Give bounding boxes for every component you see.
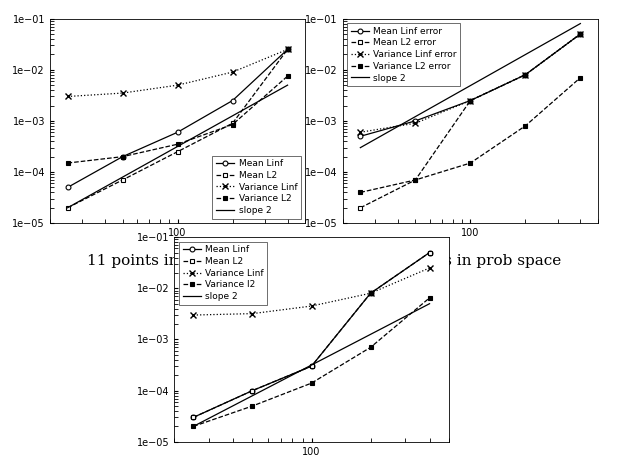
- Variance L2 error: [521, 123, 529, 129]
- Variance l2: [308, 380, 315, 386]
- Mean L2 error: [412, 177, 419, 183]
- Mean L2: [367, 291, 374, 296]
- Mean Linf: [308, 364, 315, 369]
- Legend: Mean Linf, Mean L2, Variance Linf, Variance l2, slope 2: Mean Linf, Mean L2, Variance Linf, Varia…: [179, 242, 267, 305]
- Mean L2 error: [521, 72, 529, 78]
- Text: 11 points in prob space: 11 points in prob space: [87, 254, 268, 268]
- Mean L2: [229, 120, 236, 126]
- Variance Linf: [284, 46, 292, 52]
- Mean Linf: [174, 129, 181, 135]
- Legend: Mean Linf, Mean L2, Variance Linf, Variance L2, slope 2: Mean Linf, Mean L2, Variance Linf, Varia…: [212, 156, 301, 219]
- Line: Variance Linf error: Variance Linf error: [357, 31, 584, 135]
- Mean L2: [174, 149, 181, 154]
- Line: Mean Linf error: Mean Linf error: [358, 32, 583, 139]
- Legend: Mean Linf error, Mean L2 error, Variance Linf error, Variance L2 error, slope 2: Mean Linf error, Mean L2 error, Variance…: [347, 23, 460, 86]
- Variance L2 error: [467, 160, 474, 166]
- Variance L2 error: [356, 190, 364, 195]
- Mean Linf: [367, 291, 374, 296]
- Mean Linf error: [577, 31, 584, 37]
- Mean L2: [190, 415, 197, 420]
- slope 2: [426, 301, 433, 306]
- Variance l2: [249, 403, 256, 409]
- Variance l2: [426, 295, 433, 301]
- Mean L2: [249, 388, 256, 393]
- Mean L2: [284, 46, 292, 52]
- slope 2: [577, 21, 584, 27]
- Line: Variance L2: Variance L2: [65, 74, 290, 166]
- Line: Variance Linf: Variance Linf: [190, 265, 433, 318]
- Mean Linf: [426, 250, 433, 255]
- Mean L2: [64, 205, 71, 211]
- Mean Linf: [249, 388, 256, 393]
- Mean Linf error: [521, 72, 529, 78]
- Line: slope 2: slope 2: [67, 85, 288, 208]
- Variance Linf error: [467, 98, 474, 103]
- Variance Linf: [308, 303, 315, 309]
- Variance Linf: [190, 312, 197, 318]
- Mean L2: [308, 364, 315, 369]
- Mean Linf error: [412, 118, 419, 124]
- Mean Linf: [229, 98, 236, 103]
- Mean Linf: [190, 415, 197, 420]
- Line: Variance l2: Variance l2: [191, 295, 432, 429]
- Variance l2: [367, 345, 374, 350]
- Line: Mean Linf: Mean Linf: [191, 250, 432, 420]
- Mean Linf: [284, 46, 292, 52]
- slope 2: [64, 205, 71, 211]
- Mean Linf error: [467, 98, 474, 103]
- Line: Mean Linf: Mean Linf: [65, 47, 290, 190]
- slope 2: [190, 424, 197, 429]
- Variance Linf: [119, 90, 126, 96]
- Variance Linf error: [577, 31, 584, 37]
- Variance Linf: [249, 311, 256, 316]
- Text: 21 points in prob space: 21 points in prob space: [380, 254, 561, 268]
- slope 2: [356, 145, 364, 151]
- Variance L2: [64, 160, 71, 166]
- Variance Linf: [64, 94, 71, 100]
- Line: Variance L2 error: Variance L2 error: [358, 75, 583, 195]
- Variance L2: [284, 73, 292, 79]
- Line: slope 2: slope 2: [194, 304, 429, 426]
- Mean L2 error: [577, 31, 584, 37]
- Variance Linf error: [356, 129, 364, 135]
- Variance L2: [119, 154, 126, 159]
- Variance Linf error: [412, 120, 419, 126]
- Variance Linf: [229, 69, 236, 75]
- Line: slope 2: slope 2: [360, 24, 581, 148]
- Variance L2: [174, 141, 181, 147]
- Variance Linf: [367, 291, 374, 296]
- Variance l2: [190, 424, 197, 429]
- Mean Linf: [119, 154, 126, 159]
- slope 2: [284, 82, 292, 88]
- Variance L2 error: [577, 75, 584, 80]
- Line: Variance Linf: Variance Linf: [64, 46, 291, 100]
- Variance Linf: [426, 265, 433, 271]
- Mean Linf error: [356, 133, 364, 139]
- Variance Linf: [174, 82, 181, 88]
- Mean L2: [426, 250, 433, 255]
- Mean Linf: [64, 185, 71, 190]
- Line: Mean L2: Mean L2: [191, 250, 432, 420]
- Mean L2 error: [356, 205, 364, 211]
- Variance Linf error: [521, 72, 529, 78]
- Variance L2 error: [412, 177, 419, 183]
- Line: Mean L2: Mean L2: [65, 47, 290, 210]
- Mean L2 error: [467, 98, 474, 103]
- Mean L2: [119, 177, 126, 183]
- Variance L2: [229, 122, 236, 127]
- Line: Mean L2 error: Mean L2 error: [358, 32, 583, 210]
